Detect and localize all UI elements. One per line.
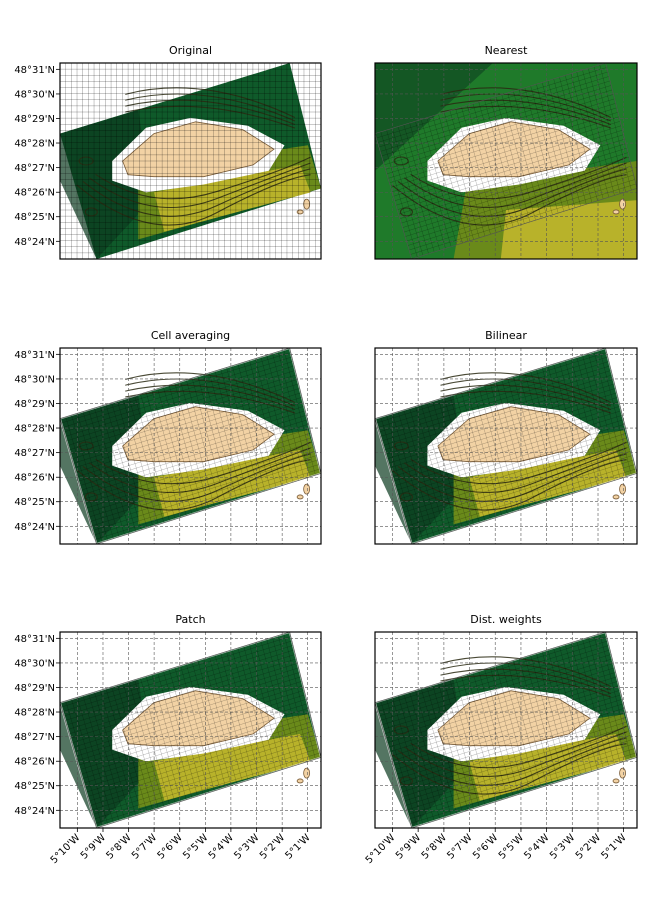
contour-ring <box>399 207 413 217</box>
lat-tick-label: 48°29'N <box>14 114 55 125</box>
axes-frame <box>59 347 322 545</box>
lat-tick-label: 48°28'N <box>14 139 55 150</box>
lat-tick-label: 48°25'N <box>14 212 55 223</box>
lon-tick-label: 5°2'W <box>574 832 603 861</box>
grid-lines <box>375 632 637 828</box>
contour-ring <box>84 492 98 502</box>
lat-tick-label: 48°28'N <box>14 424 55 435</box>
panel-title: Patch <box>175 613 205 626</box>
lat-tick-label: 48°30'N <box>14 89 55 100</box>
lon-tick-label: 5°1'W <box>284 832 313 861</box>
grid-lines <box>60 348 321 544</box>
islet <box>612 494 620 500</box>
lat-tick-label: 48°26'N <box>14 473 55 484</box>
axes-frame <box>59 62 322 260</box>
lat-tick-label: 48°25'N <box>14 497 55 508</box>
lat-tick-label: 48°31'N <box>14 65 55 76</box>
lat-tick-label: 48°31'N <box>14 350 55 361</box>
axes-frame <box>374 631 638 829</box>
lat-tick-label: 48°27'N <box>14 732 55 743</box>
panel-title: Original <box>169 44 212 57</box>
lon-tick-label: 5°4'W <box>207 832 236 861</box>
lat-tick-label: 48°25'N <box>14 781 55 792</box>
lat-tick-label: 48°24'N <box>14 237 55 248</box>
panel-patch: Patch 48°31'N 48°30'N 48°29'N 48°28'N 48°27'N… <box>14 613 322 866</box>
lat-tick-label: 48°28'N <box>14 708 55 719</box>
lon-tick-label: 5°3'W <box>548 832 577 861</box>
islet <box>612 778 620 784</box>
grid-lines <box>375 63 637 259</box>
panel-bilinear: Bilinear <box>374 329 638 545</box>
lat-tick-label: 48°27'N <box>14 163 55 174</box>
panel-original: Original 48°31'N 48°30'N 48°29'N 48°28'N 48°2… <box>14 44 322 260</box>
axes-frame <box>59 631 322 829</box>
lon-tick-label: 5°7'W <box>445 832 474 861</box>
contour-ring <box>393 441 409 451</box>
islet <box>303 767 311 779</box>
lon-tick-label: 5°10'W <box>49 832 83 866</box>
lon-tick-label: 5°8'W <box>104 832 133 861</box>
grid-lines <box>60 632 321 828</box>
lon-tick-label: 5°1'W <box>599 832 628 861</box>
lon-tick-label: 5°3'W <box>232 832 261 861</box>
contour-ring <box>393 156 409 166</box>
lat-tick-label: 48°30'N <box>14 374 55 385</box>
panel-title: Nearest <box>485 44 529 57</box>
lat-tick-label: 48°26'N <box>14 757 55 768</box>
contour-ring <box>399 492 413 502</box>
islet <box>612 209 620 215</box>
very-shallow-area <box>500 200 637 259</box>
axes-frame <box>374 347 638 545</box>
lat-tick-label: 48°27'N <box>14 448 55 459</box>
contour-ring <box>393 725 409 735</box>
contour-ring <box>78 441 94 451</box>
lat-tick-label: 48°24'N <box>14 522 55 533</box>
lat-tick-label: 48°29'N <box>14 399 55 410</box>
lon-tick-label: 5°10'W <box>364 832 398 866</box>
lon-tick-label: 5°5'W <box>497 832 526 861</box>
panel-title: Dist. weights <box>470 613 542 626</box>
islet <box>619 198 626 210</box>
panel-nearest: Nearest <box>374 44 638 260</box>
axes-frame <box>374 62 638 260</box>
islet <box>619 483 626 495</box>
lon-tick-label: 5°9'W <box>394 832 423 861</box>
grid-lines <box>375 348 637 544</box>
grid-lines <box>60 63 321 259</box>
lon-tick-label: 5°7'W <box>130 832 159 861</box>
lon-tick-label: 5°6'W <box>156 832 185 861</box>
panel-dist_weights: Dist. weights5°10'W5°9'W5°8'W5°7'W5°6'W5… <box>364 613 638 866</box>
lon-tick-label: 5°8'W <box>420 832 449 861</box>
islet <box>296 209 304 215</box>
island-land <box>122 121 275 178</box>
lat-tick-label: 48°26'N <box>14 188 55 199</box>
lat-tick-label: 48°31'N <box>14 634 55 645</box>
lat-tick-label: 48°29'N <box>14 683 55 694</box>
islet <box>296 494 304 500</box>
islet <box>303 198 311 210</box>
lon-tick-label: 5°6'W <box>471 832 500 861</box>
islet <box>303 483 311 495</box>
lon-tick-label: 5°4'W <box>522 832 551 861</box>
contour-ring <box>399 776 413 786</box>
lon-tick-label: 5°5'W <box>181 832 210 861</box>
panel-title: Cell averaging <box>151 329 230 342</box>
lon-tick-label: 5°9'W <box>79 832 108 861</box>
lon-tick-label: 5°2'W <box>258 832 287 861</box>
lat-tick-label: 48°24'N <box>14 806 55 817</box>
panel-title: Bilinear <box>485 329 527 342</box>
islet <box>296 778 304 784</box>
lat-tick-label: 48°30'N <box>14 658 55 669</box>
panel-cell_averaging: Cell averaging 48°31'N 48°30'N 48°29'N 48°28… <box>14 329 322 545</box>
islet <box>619 767 626 779</box>
